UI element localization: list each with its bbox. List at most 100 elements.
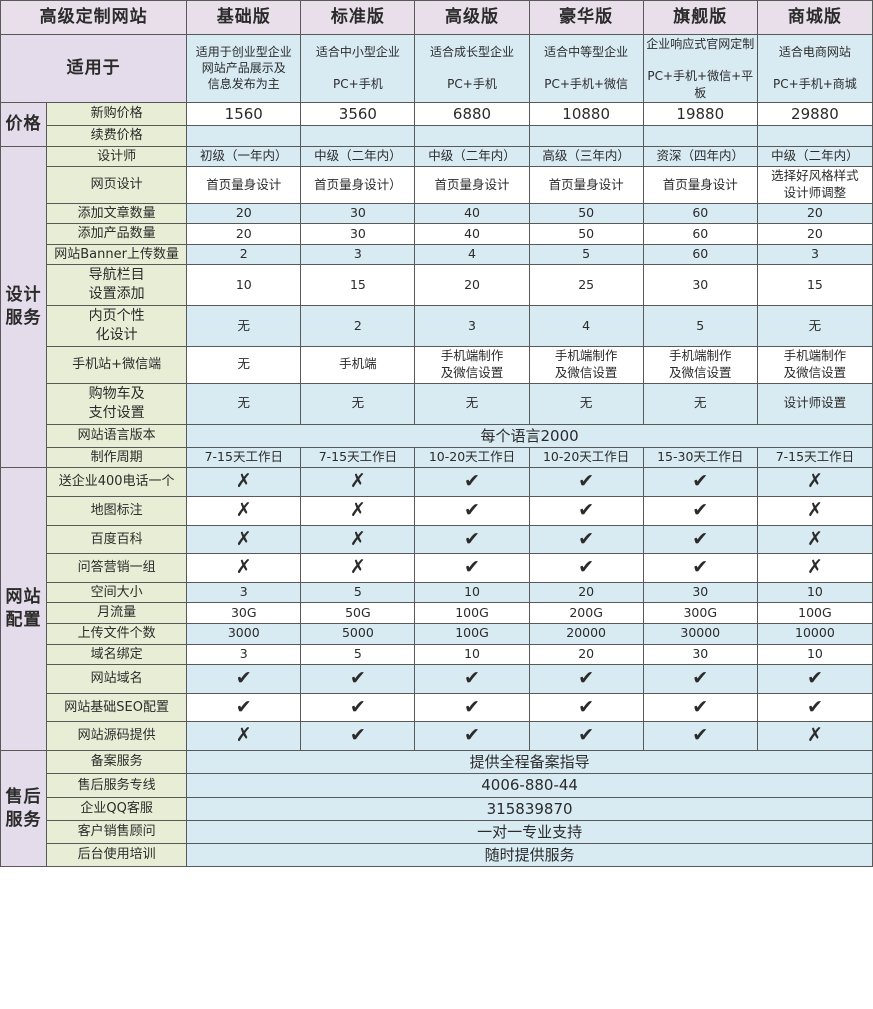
value-cell: 选择好风格样式 设计师调整	[756, 166, 873, 204]
value-cell: 5	[300, 643, 416, 666]
value-cell: 首页量身设计	[528, 166, 644, 204]
value-cell: 10	[414, 643, 530, 666]
table-row: 续费价格	[1, 125, 873, 147]
value-cell: 3560	[300, 101, 416, 127]
value-cell: 300G	[642, 602, 758, 625]
mark-cell: ✔	[642, 524, 758, 555]
value-cell: 20	[414, 264, 530, 307]
plan-header-4: 豪华版	[528, 0, 644, 35]
plan-header-2: 标准版	[300, 0, 416, 35]
mark-cell: ✔	[186, 664, 302, 694]
table-row: 月流量 30G 50G 100G 200G 300G 100G	[1, 602, 873, 625]
value-cell: 首页量身设计	[642, 166, 758, 204]
value-cell: 10-20天工作日	[414, 446, 530, 469]
row-label: 客户销售顾问	[46, 819, 188, 845]
mark-cell: ✔	[528, 664, 644, 694]
value-cell: 100G	[756, 602, 873, 625]
table-row: 网站基础SEO配置 ✔ ✔ ✔ ✔ ✔ ✔	[1, 692, 873, 723]
mark-cell: ✔	[642, 692, 758, 723]
table-row: 网站语言版本 每个语言2000	[1, 423, 873, 448]
value-cell: 手机端制作 及微信设置	[756, 346, 873, 384]
value-cell: 19880	[642, 101, 758, 127]
mark-cell: ✔	[756, 664, 873, 694]
page-title: 高级定制网站	[0, 0, 188, 35]
merged-value: 提供全程备案指导	[186, 750, 873, 775]
mark-cell: ✔	[642, 553, 758, 583]
value-cell: 无	[528, 382, 644, 425]
mark-cell: ✔	[528, 496, 644, 526]
value-cell: 200G	[528, 602, 644, 625]
row-label: 网站基础SEO配置	[46, 692, 188, 723]
mark-cell: ✗	[756, 467, 873, 498]
value-cell: 无	[642, 382, 758, 425]
mark-cell: ✔	[414, 467, 530, 498]
value-cell: 20	[756, 223, 873, 245]
value-cell: 30	[300, 223, 416, 245]
plan-header-1: 基础版	[186, 0, 302, 35]
plan-header-6: 商城版	[756, 0, 873, 35]
fit-row: 适用于 适用于创业型企业 网站产品展示及 信息发布为主 适合中小型企业 PC+手机 适合成…	[0, 34, 873, 103]
value-cell: 15-30天工作日	[642, 446, 758, 469]
mark-cell: ✔	[528, 692, 644, 723]
value-cell: 资深（四年内）	[642, 145, 758, 168]
section-label-网站配置: 网站配置	[0, 467, 48, 752]
merged-value: 随时提供服务	[186, 843, 873, 868]
row-label: 网站Banner上传数量	[46, 243, 188, 266]
table-row: 网页设计 首页量身设计 首页量身设计） 首页量身设计 首页量身设计 首页量身设计 选择好风格…	[1, 166, 873, 204]
value-cell	[186, 125, 302, 147]
row-label: 地图标注	[46, 496, 188, 526]
mark-cell: ✗	[186, 721, 302, 752]
value-cell: 2	[300, 305, 416, 348]
mark-cell: ✔	[642, 664, 758, 694]
value-cell: 10	[756, 643, 873, 666]
section-label-价格: 价格	[0, 101, 48, 147]
value-cell: 60	[642, 223, 758, 245]
mark-cell: ✔	[642, 467, 758, 498]
table-row: 网站源码提供 ✗ ✔ ✔ ✔ ✔ ✗	[1, 721, 873, 752]
table-row: 设计服务 设计师 初级（一年内） 中级（二年内） 中级（二年内） 高级（三年内） 资深（四年…	[0, 145, 873, 469]
row-label: 导航栏目 设置添加	[46, 264, 188, 307]
table-row: 添加文章数量 20 30 40 50 60 20	[1, 202, 873, 225]
value-cell: 20	[186, 202, 302, 225]
table-row: 网站配置 送企业400电话一个 ✗ ✗ ✔ ✔ ✔ ✗	[0, 467, 873, 752]
row-label: 网页设计	[46, 166, 188, 204]
value-cell: 4	[414, 243, 530, 266]
mark-cell: ✗	[300, 496, 416, 526]
row-label: 百度百科	[46, 524, 188, 555]
fit-cell-4: 适合中等型企业 PC+手机+微信	[528, 34, 644, 103]
mark-cell: ✗	[186, 524, 302, 555]
pricing-comparison-table: 高级定制网站 基础版 标准版 高级版 豪华版 旗舰版 商城版 适用于 适用于创业型企业 网站产品展…	[0, 0, 873, 868]
fit-row-label: 适用于	[0, 34, 188, 103]
value-cell	[528, 125, 644, 147]
value-cell	[642, 125, 758, 147]
mark-cell: ✗	[756, 721, 873, 752]
table-row: 售后服务 备案服务 提供全程备案指导	[0, 750, 873, 868]
row-label: 空间大小	[46, 581, 188, 604]
value-cell: 手机端制作 及微信设置	[528, 346, 644, 384]
row-label: 续费价格	[46, 125, 188, 147]
value-cell: 10	[756, 581, 873, 604]
mark-cell: ✗	[186, 467, 302, 498]
value-cell: 3	[414, 305, 530, 348]
value-cell: 30	[642, 264, 758, 307]
merged-value: 每个语言2000	[186, 423, 873, 448]
section-label-售后服务: 售后服务	[0, 750, 48, 868]
value-cell: 30	[642, 643, 758, 666]
table-row: 内页个性 化设计无 2 3 4 5 无	[1, 305, 873, 348]
value-cell: 首页量身设计	[414, 166, 530, 204]
value-cell: 初级（一年内）	[186, 145, 302, 168]
table-row: 企业QQ客服 315839870	[1, 796, 873, 821]
value-cell: 设计师设置	[756, 382, 873, 425]
mark-cell: ✔	[528, 467, 644, 498]
value-cell: 25	[528, 264, 644, 307]
row-label: 添加文章数量	[46, 202, 188, 225]
row-label: 添加产品数量	[46, 223, 188, 245]
value-cell: 3000	[186, 623, 302, 645]
value-cell: 29880	[756, 101, 873, 127]
mark-cell: ✔	[186, 692, 302, 723]
table-row: 价格 新购价格 1560 3560 6880 10880 19880 29880	[0, 101, 873, 147]
value-cell: 6880	[414, 101, 530, 127]
mark-cell: ✔	[414, 496, 530, 526]
value-cell: 20	[186, 223, 302, 245]
value-cell: 中级（二年内）	[756, 145, 873, 168]
